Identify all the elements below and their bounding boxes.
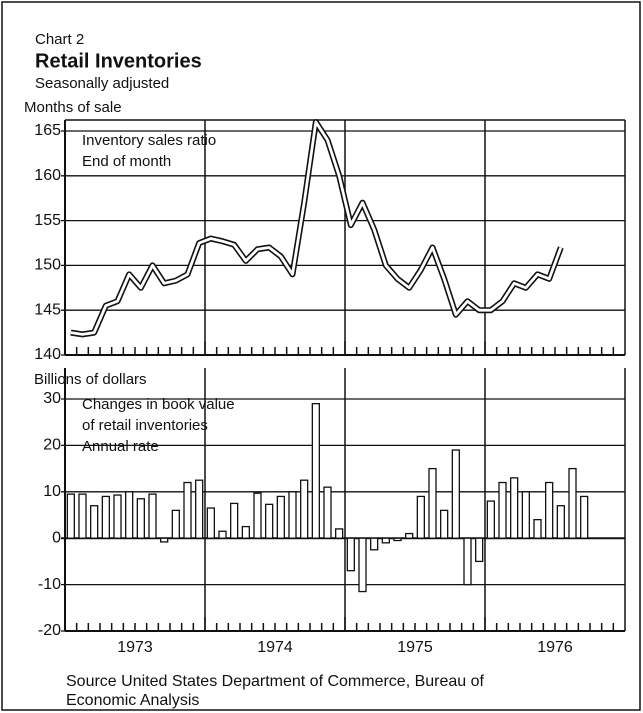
bar [78, 493, 87, 539]
chart-subtitle: Seasonally adjusted [35, 75, 169, 92]
bar [580, 495, 589, 539]
source: Economic Analysis [66, 692, 199, 709]
bar [381, 537, 390, 544]
bar [113, 494, 122, 539]
chart-title: Retail Inventories [35, 50, 202, 72]
bar [486, 500, 495, 539]
bar [101, 495, 110, 539]
bar [335, 528, 344, 539]
bar [416, 495, 425, 539]
bar [183, 481, 192, 539]
bar [241, 525, 250, 539]
bar [160, 537, 169, 543]
bar [323, 486, 332, 539]
bar [195, 479, 204, 539]
bar [510, 477, 519, 539]
y-tick-label: 145 [34, 301, 61, 318]
bar [66, 493, 75, 539]
bar [90, 505, 99, 539]
bar [451, 449, 460, 539]
annotation: of retail inventories [82, 417, 208, 434]
y-tick-label: 165 [34, 122, 61, 139]
y-tick-label: -10 [38, 576, 61, 593]
line [70, 120, 563, 336]
x-tick-label: 1973 [117, 639, 153, 656]
bar [545, 481, 554, 539]
y-tick-label: -20 [38, 622, 61, 639]
y-tick-label: 155 [34, 212, 61, 229]
annotation: Inventory sales ratio [82, 132, 216, 149]
bar [358, 537, 367, 593]
bar [311, 402, 320, 539]
bar [521, 491, 530, 539]
x-tick-label: 1974 [257, 639, 293, 656]
x-tick-label: 1976 [537, 639, 573, 656]
bar [463, 537, 472, 586]
bar [125, 491, 134, 539]
chart-label: Chart 2 [35, 31, 84, 48]
bar [230, 502, 239, 539]
bar [556, 505, 565, 539]
bar [498, 481, 507, 539]
bar [475, 537, 484, 563]
bar [533, 518, 542, 539]
bar [136, 498, 145, 539]
annotation: Annual rate [82, 438, 159, 455]
bar [171, 509, 180, 539]
y-tick-label: 160 [34, 167, 61, 184]
source: Source United States Department of Comme… [66, 673, 485, 690]
y-tick-label: 0 [52, 529, 61, 546]
annotation: Changes in book value [82, 396, 235, 413]
bar [288, 491, 297, 539]
y-axis-label: Months of sale [24, 99, 122, 116]
bar [253, 492, 262, 539]
bar [370, 537, 379, 551]
y-tick-label: 140 [34, 346, 61, 363]
annotation: End of month [82, 153, 171, 170]
bar [218, 530, 227, 539]
bar [346, 537, 355, 572]
y-tick-label: 10 [43, 483, 61, 500]
bar [393, 537, 402, 542]
bar [568, 467, 577, 539]
bar [276, 495, 285, 539]
y-tick-label: 30 [43, 390, 61, 407]
y-axis-label: Billions of dollars [34, 371, 147, 388]
x-tick-label: 1975 [397, 639, 433, 656]
bar [405, 532, 414, 539]
y-tick-label: 150 [34, 257, 61, 274]
y-tick-label: 20 [43, 437, 61, 454]
bar [440, 509, 449, 539]
bar [148, 493, 157, 539]
bar [428, 467, 437, 539]
bar [265, 503, 274, 539]
bar [300, 479, 309, 539]
bar [206, 507, 215, 539]
